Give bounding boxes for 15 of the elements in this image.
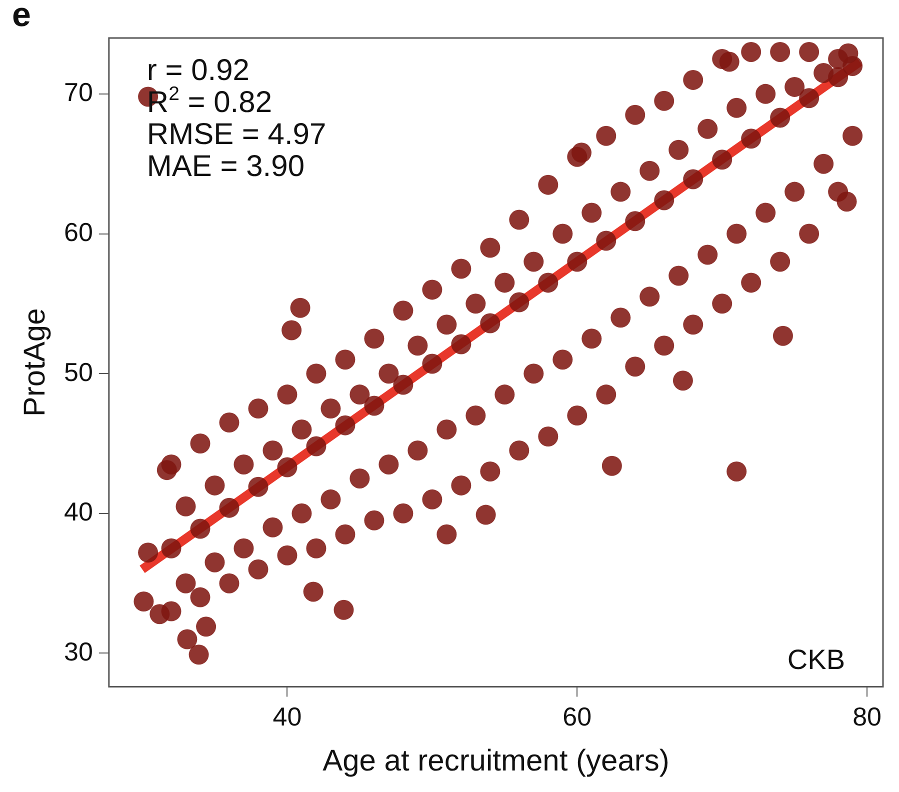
annotation: MAE = 3.90 bbox=[146, 150, 305, 183]
text: e bbox=[12, 0, 31, 34]
y-tick-label: 40 bbox=[64, 496, 93, 527]
annotation: r = 0.92 bbox=[146, 54, 250, 87]
y-tick-label: 70 bbox=[64, 77, 93, 108]
x-tick-label: 60 bbox=[562, 702, 592, 732]
x-tick-label: 80 bbox=[852, 702, 882, 732]
y-axis-title: ProtAge bbox=[18, 308, 52, 417]
x-tick-label: 40 bbox=[272, 702, 302, 732]
y-tick-label: 50 bbox=[64, 356, 93, 387]
annotation: CKB bbox=[787, 644, 845, 675]
annotation: RMSE = 4.97 bbox=[146, 118, 326, 151]
x-axis-title: Age at recruitment (years) bbox=[322, 744, 670, 778]
y-tick-label: 60 bbox=[64, 216, 93, 247]
y-tick-label: 30 bbox=[64, 636, 93, 666]
